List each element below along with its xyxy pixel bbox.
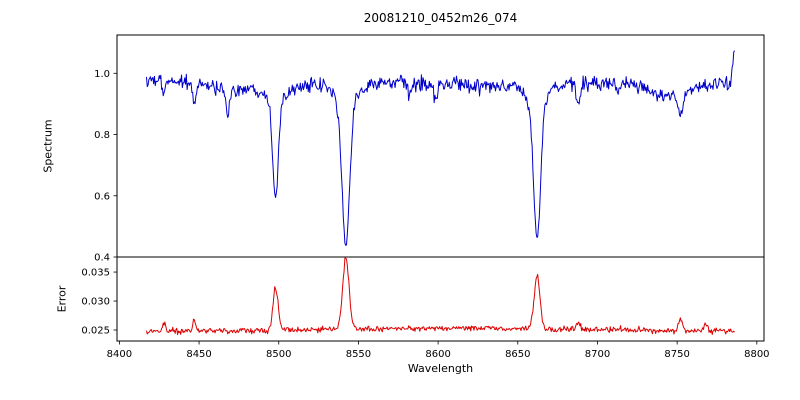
x-axis-label: Wavelength (407, 362, 474, 375)
chart-title: 20081210_0452m26_074 (363, 11, 518, 25)
spectrum-y-tick-label: 0.8 (94, 130, 110, 141)
spectrum-y-tick-label: 1.0 (94, 69, 110, 80)
spectrum-axes (116, 34, 765, 258)
x-tick-label: 8450 (186, 349, 211, 360)
x-tick-label: 8400 (107, 349, 132, 360)
x-tick-label: 8800 (744, 349, 769, 360)
x-tick-label: 8750 (664, 349, 689, 360)
x-tick-label: 8600 (425, 349, 450, 360)
spectrum-line (145, 50, 735, 246)
error-y-tick-label: 0.025 (81, 325, 110, 336)
error-line (145, 257, 735, 336)
x-tick-label: 8550 (346, 349, 371, 360)
error-axes (116, 256, 765, 342)
spectrum-y-tick-label: 0.6 (94, 191, 110, 202)
x-tick-label: 8700 (585, 349, 610, 360)
spectrum-y-tick-label: 0.4 (94, 253, 110, 264)
error-y-tick-label: 0.030 (81, 297, 110, 308)
x-tick-label: 8500 (266, 349, 291, 360)
error-y-tick-label: 0.035 (81, 268, 110, 279)
x-tick-label: 8650 (505, 349, 530, 360)
